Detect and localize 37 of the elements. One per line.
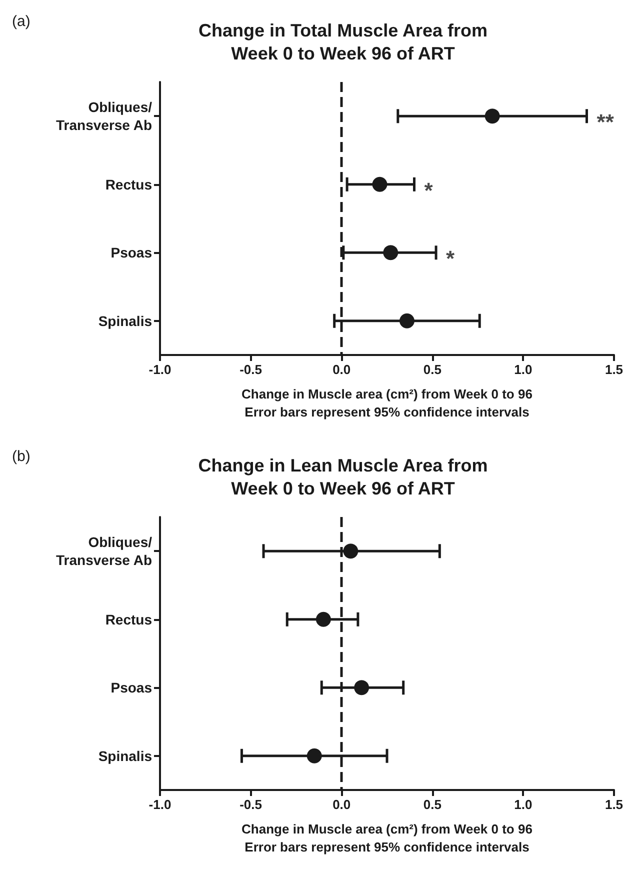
y-tick-label: Psoas	[110, 680, 152, 696]
x-tick-label: 0.5	[423, 362, 442, 377]
y-tick-label: Obliques/ Transverse Ab	[56, 99, 152, 134]
point	[383, 245, 398, 260]
x-tick-label: -1.0	[148, 362, 172, 377]
x-tick-label: -0.5	[240, 362, 262, 377]
point	[316, 612, 331, 627]
y-tick-label: Obliques/ Transverse Ab	[56, 534, 152, 568]
y-tick-label: Rectus	[105, 176, 152, 192]
x-tick-label: 0.0	[332, 362, 351, 377]
x-tick-label: 0.0	[332, 797, 351, 812]
point	[484, 108, 500, 124]
x-tick-label: 1.5	[604, 797, 624, 812]
text: (a)	[12, 13, 30, 30]
point	[399, 313, 414, 328]
y-tick-label: Spinalis	[98, 748, 152, 764]
y-tick-label: Rectus	[105, 611, 152, 628]
x-tick-label: -1.0	[148, 797, 172, 812]
point	[372, 176, 388, 192]
chart-title: Change in Lean Muscle Area from Week 0 to Week 96 of ART	[198, 456, 488, 498]
x-tick-label: 1.0	[514, 362, 532, 377]
point	[354, 680, 370, 696]
x-tick-label: 1.5	[604, 362, 624, 377]
x-tick-label: -0.5	[240, 797, 262, 812]
annotation: *	[446, 246, 456, 272]
x-axis-title: Change in Muscle area (cm²) from Week 0 to 96 Error bars represent 95% confidence intervals	[242, 386, 532, 420]
x-tick-label: 0.5	[423, 797, 442, 812]
point	[306, 748, 322, 764]
annotation: *	[424, 178, 434, 203]
y-tick-label: Spinalis	[98, 312, 152, 329]
point	[343, 544, 358, 559]
text: (b)	[12, 448, 30, 465]
x-axis-title: Change in Muscle area (cm²) from Week 0 to 96 Error bars represent 95% confidence intervals	[242, 822, 532, 854]
y-tick-label: Psoas	[110, 244, 152, 261]
annotation: **	[596, 110, 614, 135]
x-tick-label: 1.0	[514, 797, 532, 812]
chart-title: Change in Total Muscle Area from Week 0 to Week 96 of ART	[198, 20, 488, 64]
